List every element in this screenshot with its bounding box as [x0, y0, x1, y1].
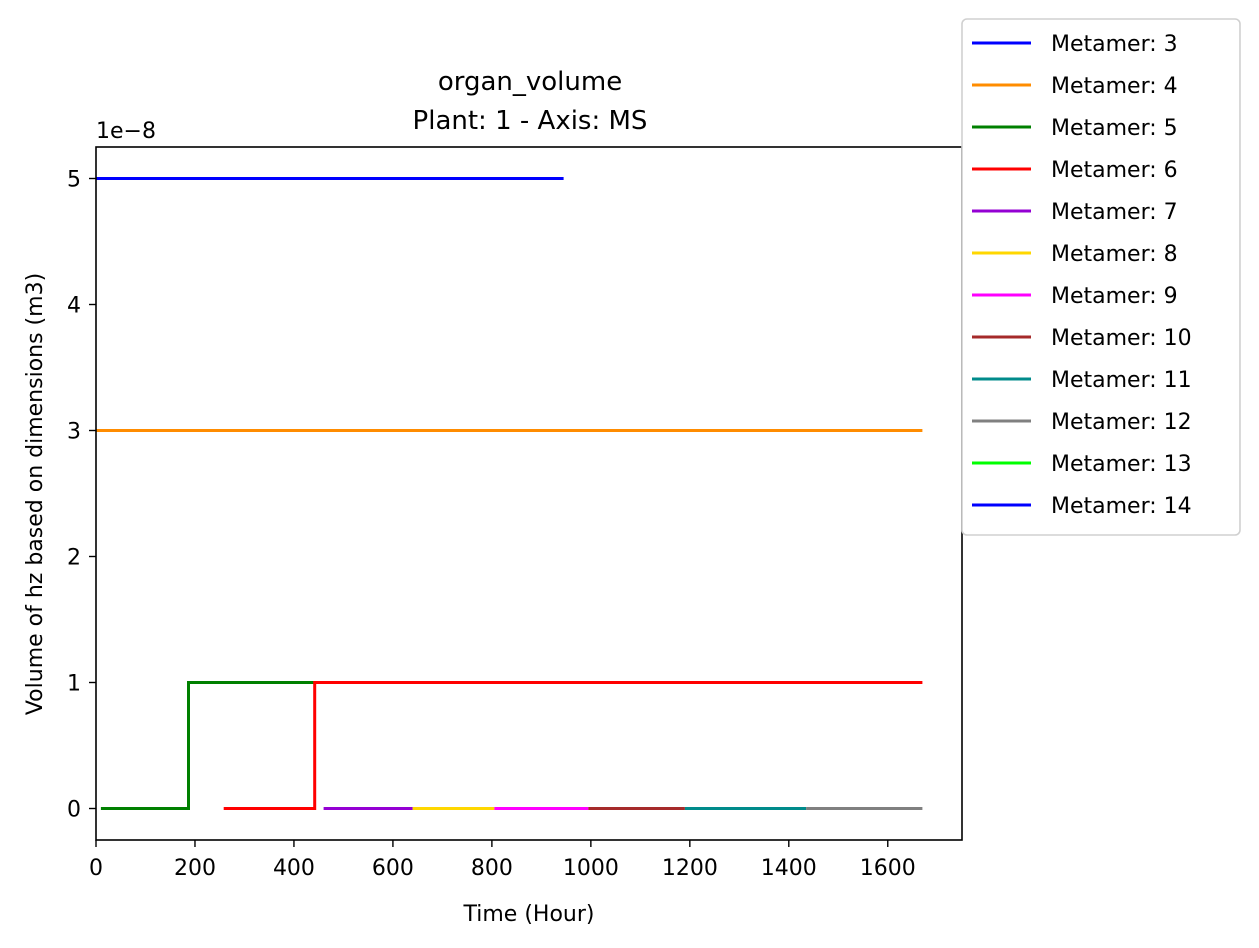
y-tick-label: 1 [67, 672, 81, 697]
x-tick-label: 200 [174, 856, 216, 881]
plot-lines [96, 177, 923, 810]
legend-label: Metamer: 14 [1051, 494, 1192, 519]
axis-ticks: 0 200 400 600 800 1000 1200 1400 1600 0 1 2 3 4 5 [67, 168, 916, 882]
x-tick-label: 600 [372, 856, 414, 881]
y-tick-label: 5 [67, 168, 81, 193]
series-line-4 [223, 681, 923, 810]
x-tick-label: 0 [89, 856, 103, 881]
y-tick-label: 3 [67, 420, 81, 445]
legend-label: Metamer: 8 [1051, 242, 1178, 267]
series-line-3 [100, 681, 317, 810]
x-tick-label: 1600 [860, 856, 916, 881]
x-tick-label: 1400 [761, 856, 817, 881]
legend-label: Metamer: 10 [1051, 326, 1192, 351]
x-tick-label: 400 [273, 856, 315, 881]
legend-label: Metamer: 3 [1051, 32, 1178, 57]
chart-title: organ_volume [438, 67, 622, 97]
legend-label: Metamer: 9 [1051, 284, 1178, 309]
y-tick-label: 4 [67, 294, 81, 319]
y-axis-label: Volume of hz based on dimensions (m3) [23, 273, 48, 715]
legend-box [961, 18, 1241, 536]
legend-label: Metamer: 6 [1051, 158, 1178, 183]
x-tick-label: 1200 [662, 856, 718, 881]
x-tick-label: 1000 [563, 856, 619, 881]
legend: Metamer: 3 Metamer: 4 Metamer: 5 Metamer: 6… [961, 18, 1241, 536]
x-axis-label: Time (Hour) [463, 902, 595, 927]
plot-frame [95, 146, 963, 841]
legend-label: Metamer: 13 [1051, 452, 1192, 477]
chart-subtitle: Plant: 1 - Axis: MS [413, 106, 648, 136]
x-tick-label: 800 [471, 856, 513, 881]
y-tick-label: 2 [67, 546, 81, 571]
legend-label: Metamer: 4 [1051, 74, 1178, 99]
legend-label: Metamer: 5 [1051, 116, 1178, 141]
legend-label: Metamer: 12 [1051, 410, 1192, 435]
legend-label: Metamer: 11 [1051, 368, 1192, 393]
y-tick-label: 0 [67, 798, 81, 823]
legend-label: Metamer: 7 [1051, 200, 1178, 225]
y-offset-label: 1e−8 [96, 119, 156, 144]
